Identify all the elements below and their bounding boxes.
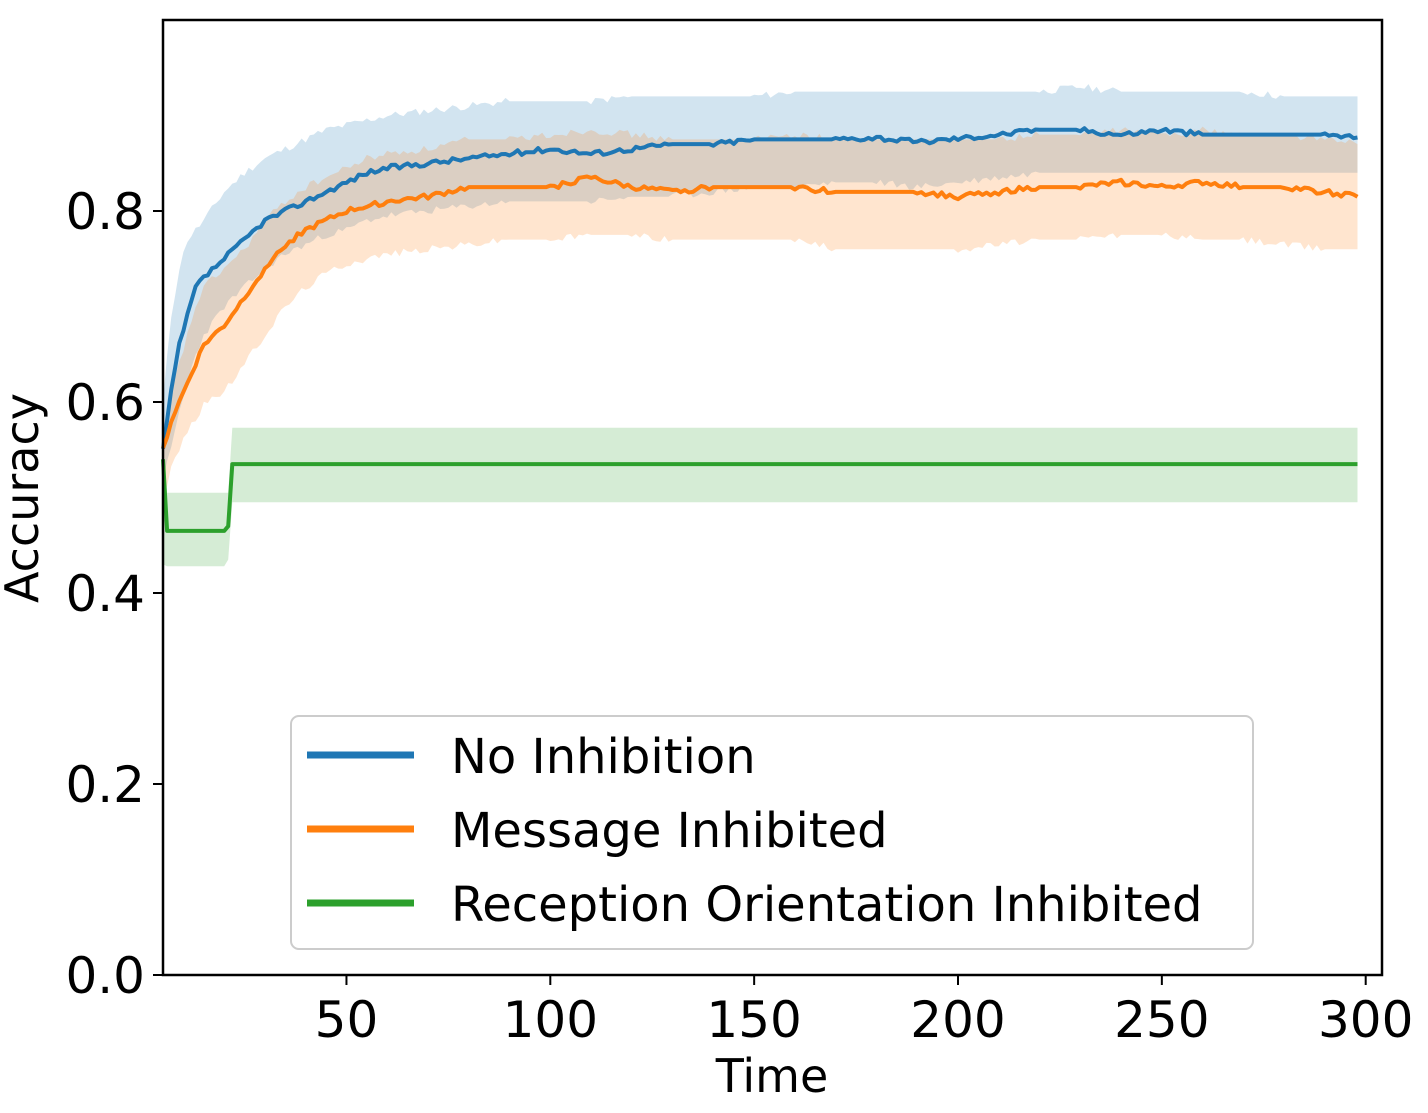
x-tick-label: 150 [706, 991, 801, 1049]
legend-label-no-inhibition: No Inhibition [451, 729, 756, 785]
band-no-inhibition [163, 84, 1358, 482]
x-axis-title: Time [715, 1049, 829, 1103]
band-message-inhibited [163, 126, 1358, 499]
x-axis: 50 100 150 200 250 300 [315, 975, 1413, 1049]
y-tick-label: 0.2 [65, 756, 145, 814]
legend: No Inhibition Message Inhibited Receptio… [290, 715, 1254, 950]
legend-box [290, 715, 1254, 950]
series-line-no-inhibition [161, 126, 1358, 450]
bands-layer [163, 84, 1358, 567]
y-tick-label: 0.0 [65, 947, 145, 1005]
series-line-reception-orientation-inhibited [161, 459, 1358, 533]
x-tick-label: 100 [503, 991, 598, 1049]
legend-label-reception-orientation-inhibited: Reception Orientation Inhibited [451, 877, 1203, 933]
y-tick-label: 0.8 [65, 183, 145, 241]
y-tick-label: 0.4 [65, 565, 145, 623]
plot-frame [161, 18, 1384, 977]
x-tick-label: 50 [315, 991, 379, 1049]
x-tick-label: 250 [1114, 991, 1209, 1049]
series-line-message-inhibited [161, 174, 1359, 449]
y-tick-label: 0.6 [65, 374, 145, 432]
x-tick-label: 300 [1318, 991, 1413, 1049]
legend-label-message-inhibited: Message Inhibited [451, 803, 888, 859]
band-reception-orientation-inhibited [163, 427, 1358, 567]
y-axis: 0.0 0.2 0.4 0.6 0.8 [65, 183, 163, 1005]
y-axis-title: Accuracy [0, 393, 49, 603]
x-tick-label: 200 [910, 991, 1005, 1049]
lines-layer [161, 126, 1359, 533]
